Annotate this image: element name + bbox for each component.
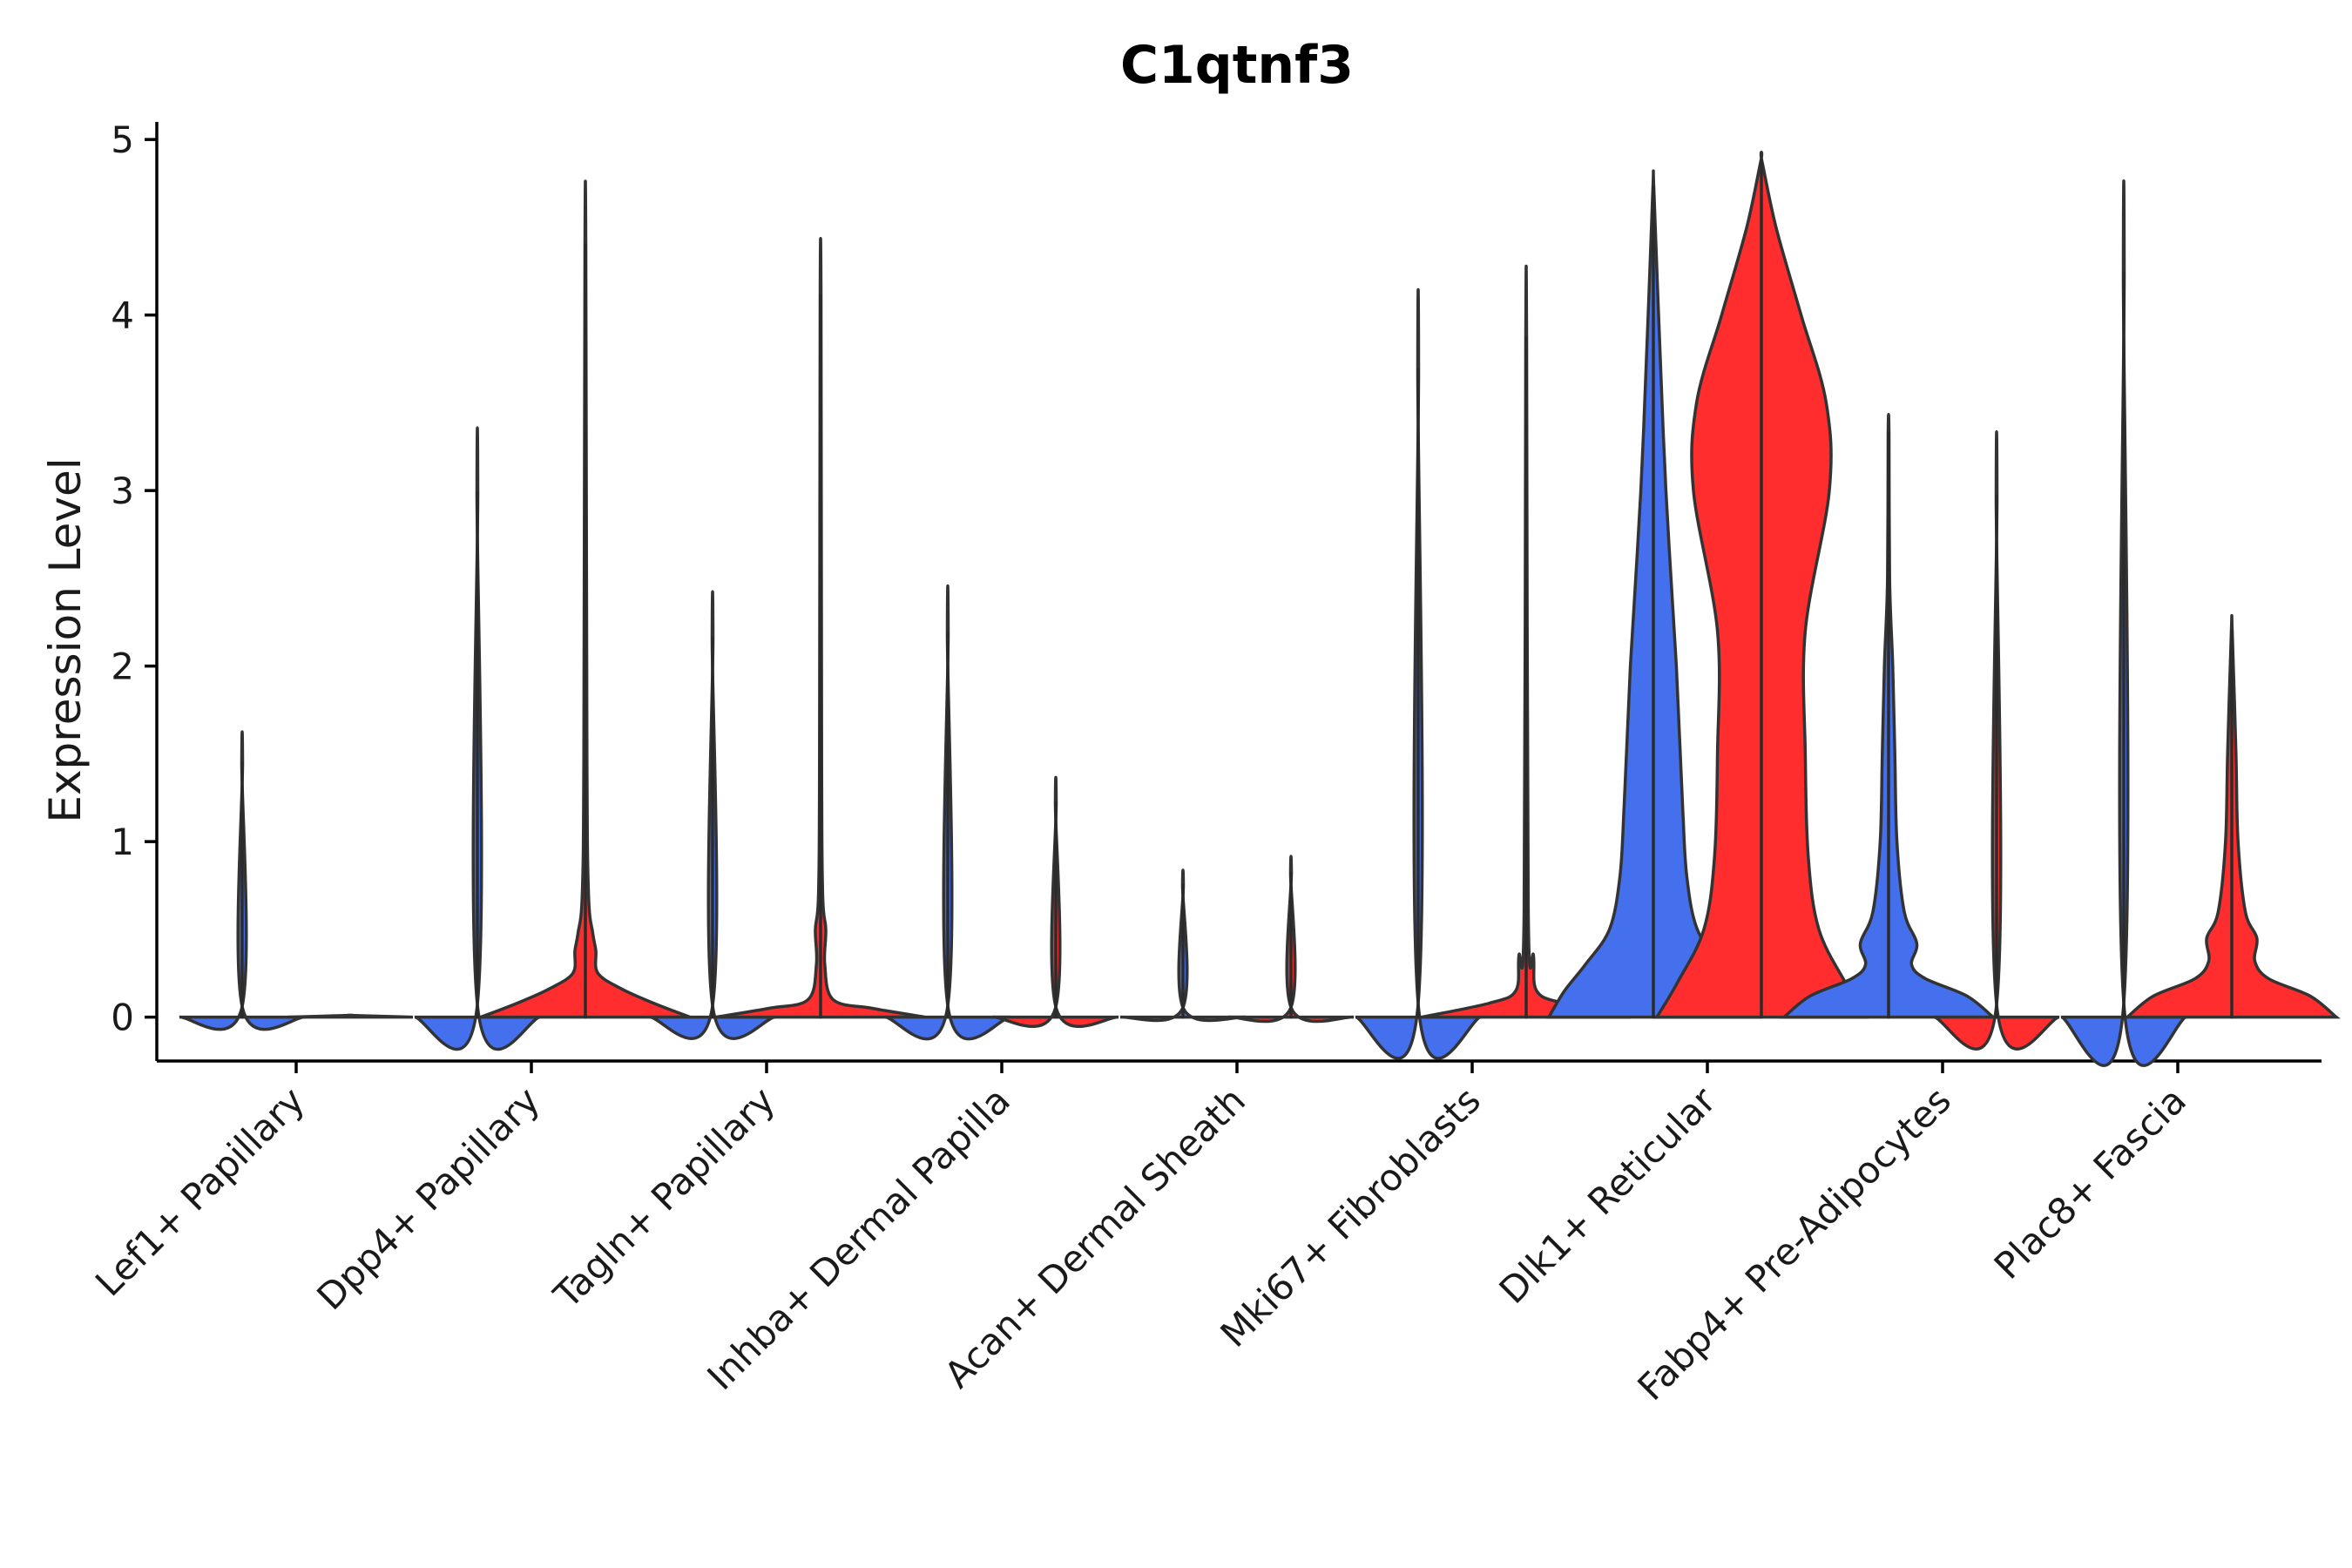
violin-group2 bbox=[287, 1013, 414, 1019]
x-tick-label: Tagln+ Papillary bbox=[545, 1078, 783, 1316]
y-axis-label: Expression Level bbox=[40, 457, 91, 822]
x-tick-label: Mki67+ Fibroblasts bbox=[1213, 1078, 1489, 1355]
x-tick-label: Plac8+ Fascia bbox=[1986, 1078, 2194, 1287]
y-tick-label: 2 bbox=[111, 645, 134, 688]
x-tick-label: Lef1+ Papillary bbox=[87, 1078, 313, 1304]
y-tick-label: 0 bbox=[111, 997, 134, 1039]
y-tick-label: 5 bbox=[111, 118, 134, 161]
x-tick-label: Dpp4+ Papillary bbox=[308, 1078, 548, 1318]
chart-title: C1qtnf3 bbox=[1120, 35, 1354, 96]
y-tick-label: 4 bbox=[111, 294, 134, 337]
y-tick-label: 1 bbox=[111, 821, 134, 863]
x-tick-label: Dlk1+ Reticular bbox=[1491, 1078, 1725, 1312]
y-tick-label: 3 bbox=[111, 470, 134, 512]
